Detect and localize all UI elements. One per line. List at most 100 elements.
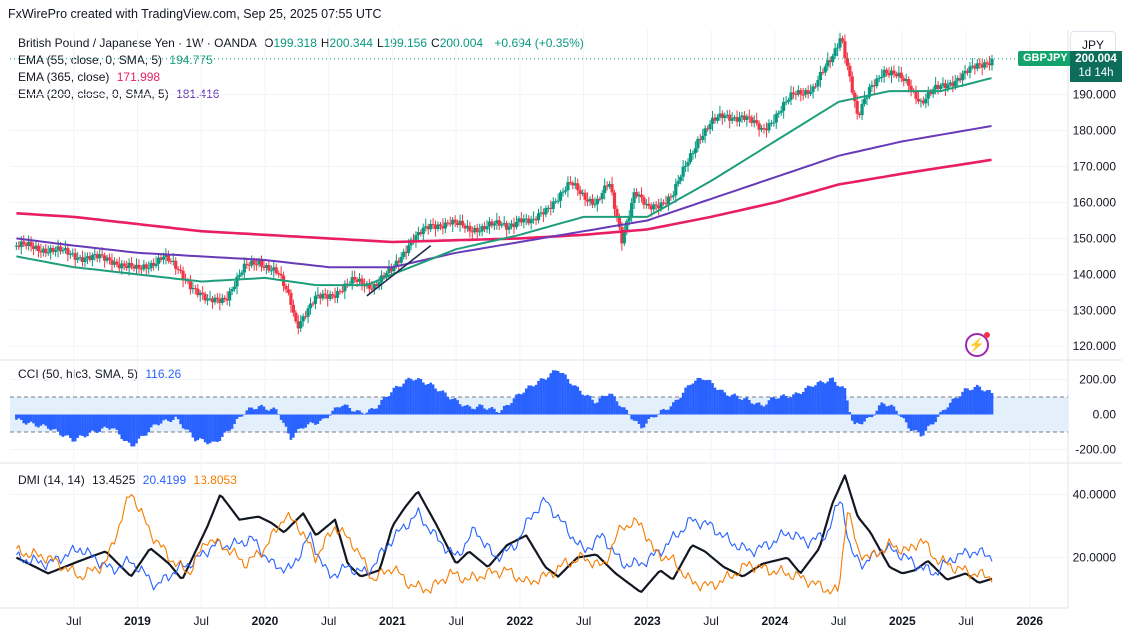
candle-body (31, 246, 36, 249)
candle-body (782, 102, 786, 111)
candle-body (926, 92, 930, 99)
candle (274, 263, 278, 276)
cci-bar (877, 405, 881, 415)
cci-bar (684, 387, 687, 415)
candle (921, 96, 925, 106)
candle (438, 222, 443, 231)
candle-body (642, 197, 646, 205)
cci-bar (578, 390, 582, 415)
candle-body (620, 227, 624, 244)
cci-bar (162, 414, 165, 421)
candle (919, 98, 923, 108)
candle (576, 178, 580, 196)
cci-legend[interactable]: CCI (50, hlc3, SMA, 5) 116.26 (18, 367, 185, 381)
candle (53, 246, 58, 257)
candle (899, 66, 903, 83)
cci-bar (29, 414, 33, 422)
x-tick-label: 2019 (124, 614, 151, 628)
candle-body (193, 288, 197, 290)
candle-body (831, 56, 835, 63)
candle-body (416, 231, 420, 236)
candle-body (250, 260, 254, 266)
price-panel[interactable] (10, 32, 1068, 335)
candle-body (44, 248, 48, 254)
candle-body (867, 87, 872, 98)
cci-bar (480, 405, 484, 415)
cci-bar (858, 414, 861, 424)
trendline (366, 244, 432, 297)
candle (115, 258, 119, 268)
candle (240, 270, 244, 278)
cci-panel[interactable] (10, 370, 1068, 447)
candle (889, 66, 894, 84)
candle-body (715, 117, 720, 121)
last-price: 200.004 (1075, 52, 1117, 65)
dmi-panel[interactable] (15, 474, 993, 595)
ema200-legend[interactable]: EMA (200, close, 0, SMA, 5) 181.416 (18, 87, 223, 101)
candle (681, 160, 685, 182)
cci-bar (831, 377, 834, 415)
candle-body (607, 184, 612, 187)
candle (338, 288, 342, 295)
candle-body (904, 78, 908, 82)
cci-bar (250, 407, 254, 415)
candle-body (458, 220, 462, 226)
ema365-legend[interactable]: EMA (365, close) 171.998 (18, 70, 164, 84)
candle-body (796, 90, 800, 95)
candle-body (980, 64, 984, 68)
cci-bar (931, 414, 935, 425)
candle-body (676, 181, 680, 184)
last-price-badge: 200.004 1d 14h (1070, 50, 1122, 82)
candle (429, 219, 433, 232)
dmi-legend[interactable]: DMI (14, 14) 13.4525 20.4199 13.8053 (18, 473, 241, 487)
cci-bar (34, 414, 38, 427)
candle-body (581, 192, 585, 195)
candle-body (215, 297, 219, 300)
cci-bar (255, 408, 258, 415)
y-tick-label: -200.00 (1075, 443, 1116, 457)
candle (492, 221, 496, 231)
cci-bar (125, 414, 128, 441)
candle-body (514, 221, 519, 228)
candle-body (274, 267, 278, 274)
candle (456, 219, 460, 228)
cci-bar (399, 386, 403, 415)
candle (299, 315, 303, 332)
candle-body (421, 227, 425, 235)
candle (196, 284, 200, 298)
candle (657, 198, 661, 216)
candle-body (794, 94, 798, 96)
flash-icon[interactable]: ⚡ (965, 332, 990, 357)
ema55-legend[interactable]: EMA (55, close, 0, SMA, 5) 194.775 (18, 53, 217, 67)
candle-body (296, 321, 300, 329)
candle (259, 255, 264, 272)
candle (272, 261, 276, 278)
candle (125, 260, 129, 271)
candle-body (475, 227, 479, 233)
candle (453, 215, 457, 227)
candle (806, 85, 810, 99)
candle-body (431, 223, 435, 226)
cci-bar (380, 399, 383, 415)
candle (264, 262, 269, 275)
cci-bar (882, 403, 886, 415)
candle (304, 310, 308, 320)
candle-body (505, 223, 509, 230)
cci-bar (895, 410, 898, 415)
candle (926, 86, 930, 107)
candle-body (598, 198, 602, 200)
candle (544, 205, 548, 218)
candle (558, 190, 563, 209)
cci-bar (762, 406, 766, 415)
candle-body (301, 316, 305, 322)
cci-bar (838, 386, 842, 415)
candle-body (595, 198, 599, 205)
candle (794, 90, 798, 101)
cci-bar (235, 414, 239, 419)
candle (757, 120, 761, 137)
cci-bar (760, 405, 763, 415)
cci-bar (689, 384, 692, 415)
candle-body (375, 283, 379, 286)
ema200-line (16, 125, 992, 269)
